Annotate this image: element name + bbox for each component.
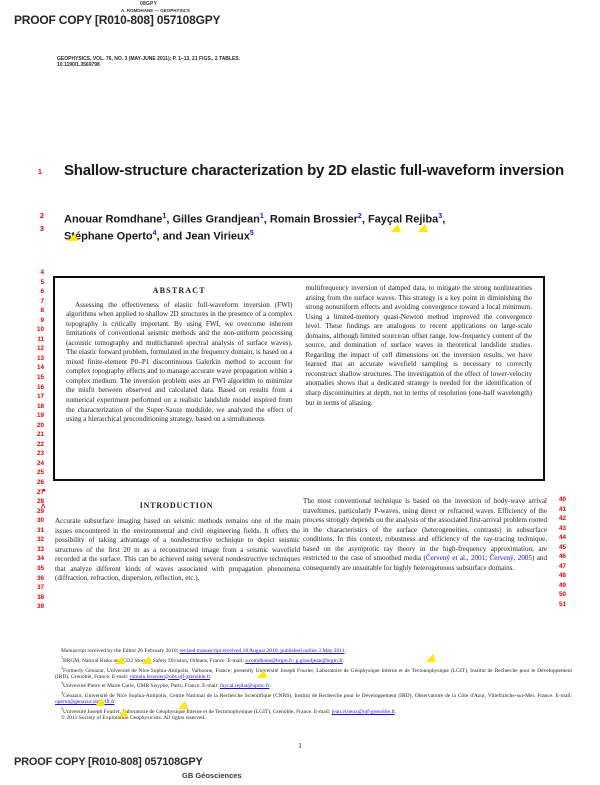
abstract-box: ABSTRACT Assessing the effectiveness of …	[53, 276, 545, 481]
footnotes-block: Manuscript received by the Editor 26 Feb…	[55, 648, 572, 722]
proof-tiny-stamp-2: A. ROMDHANE — GEOPHYSICS	[121, 8, 191, 13]
red-caret-icon: ●	[42, 487, 46, 494]
introduction-text-left: Accurate subsurface imaging based on sei…	[55, 517, 300, 583]
proof-tiny-stamp-1: 08GPY	[140, 1, 158, 7]
line-number-column-left: 4 5 6 7 8 9 10 11 12 13 14 15 16 17 18 19 20 21 22 23 24 25 26…	[36, 269, 44, 611]
author-name: Gilles Grandjean	[172, 213, 260, 226]
line-number-authors-2: 3	[40, 226, 44, 233]
red-caret-icon: ˆ	[387, 219, 390, 226]
author-name: Anouar Romdhane	[64, 213, 163, 226]
author-name: Fayçal Rejiba	[367, 213, 439, 226]
footnote-affiliation-5: 5Université Joseph Fourier, Laboratoire …	[61, 705, 397, 715]
annotation-flag-icon[interactable]	[426, 654, 436, 662]
citation-link[interactable]: Červený, 2005	[489, 554, 532, 563]
annotation-flag-icon[interactable]	[95, 698, 105, 706]
annotation-flag-icon[interactable]	[115, 656, 125, 664]
introduction-column-left: Accurate subsurface imaging based on sei…	[55, 517, 300, 584]
red-caret-icon: Λ	[41, 503, 46, 510]
footnote-affiliation-2: 2Formerly Géoazur, Université de Nice So…	[55, 664, 572, 680]
author-affiliation-superscript[interactable]: 5	[249, 230, 254, 238]
annotation-flag-icon[interactable]	[391, 224, 401, 232]
email-link[interactable]: a.romdhane@brgm.fr; g.grandjean@brgm.fr	[245, 657, 343, 664]
introduction-heading: INTRODUCTION	[139, 501, 214, 510]
abstract-column-right: multifrequency inversion of damped data,…	[306, 284, 533, 473]
journal-citation-line2: 10.1190/1.3569798	[57, 62, 100, 68]
abstract-text-right: multifrequency inversion of damped data,…	[305, 284, 533, 407]
author-affiliation-superscript[interactable]: 2	[357, 213, 362, 220]
author-name: Stéphane Operto	[64, 230, 153, 243]
email-link[interactable]: romain.brossier@obs.ujf-grenoble.fr	[129, 673, 211, 680]
proof-copy-header-stamp: PROOF COPY [R010-808] 057108GPY	[14, 13, 221, 27]
red-caret-icon: ˆ	[341, 218, 344, 225]
author-affiliation-superscript[interactable]: 1	[259, 213, 264, 220]
author-affiliation-superscript[interactable]: 1	[162, 213, 167, 220]
abstract-column-left: ABSTRACT Assessing the effectiveness of …	[66, 284, 293, 473]
citation-link[interactable]: Červený et al., 2001	[425, 554, 486, 563]
author-affiliation-superscript[interactable]: 4	[152, 230, 157, 238]
line-number-column-right: 40 41 42 43 44 45 46 47 48 49 50 51	[558, 496, 566, 609]
footnote-affiliation-1: 1BRGM, Natural Risks and CO2 Storage Saf…	[61, 654, 345, 664]
author-name: Jean Virieux	[185, 230, 250, 243]
email-link[interactable]: operto@geoazur.obs-vlfr.fr	[55, 699, 115, 706]
abstract-text-left: Assessing the effectiveness of elastic f…	[66, 300, 293, 424]
introduction-text-right-post: ) and consequently are unsuitable for hi…	[303, 554, 547, 572]
annotation-flag-icon[interactable]	[118, 709, 128, 717]
author-line-1: Anouar Romdhane1, Gilles Grandjean1, Rom…	[64, 213, 446, 226]
annotation-flag-icon[interactable]	[142, 656, 152, 664]
introduction-text-right: The most conventional technique is based…	[303, 497, 547, 563]
page-number: 1	[298, 741, 302, 750]
introduction-column-right: The most conventional technique is based…	[303, 497, 547, 572]
footnote-copyright: © 2011 Society of Exploration Geophysici…	[61, 714, 206, 721]
footnote-affiliation-4: 4Géoazur, Université de Nice Sophia-Anti…	[55, 690, 572, 706]
author-affiliation-superscript[interactable]: 3	[438, 213, 443, 220]
line-number-title: 1	[38, 169, 42, 176]
journal-citation-line1: GEOPHYSICS, VOL. 76, NO. 3 (MAY-JUNE 201…	[57, 56, 241, 62]
email-link[interactable]: jean.virieux@ujf-grenoble.fr	[331, 708, 395, 715]
footnote-manuscript-history: Manuscript received by the Editor 26 Feb…	[61, 648, 346, 654]
proof-copy-footer-stamp: PROOF COPY [R010-808] 057108GPY	[14, 756, 203, 768]
annotation-flag-icon[interactable]	[418, 224, 428, 232]
footnote-affiliation-3: 3Université Pierre et Marie Curie, UMR S…	[61, 680, 271, 690]
annotation-flag-icon[interactable]	[257, 670, 267, 678]
proof-footer-secondary-stamp: GB Géosciences	[182, 771, 242, 780]
journal-citation: GEOPHYSICS, VOL. 76, NO. 3 (MAY-JUNE 201…	[57, 56, 387, 68]
line-number-authors-1: 2	[40, 213, 44, 220]
abstract-heading: ABSTRACT	[152, 286, 206, 295]
tracked-change-link[interactable]: revised manuscript received 18 August 20…	[179, 648, 345, 654]
email-link[interactable]: faycal.rejiba@upmc.fr	[220, 683, 270, 690]
paper-title: Shallow-structure characterization by 2D…	[64, 162, 564, 179]
annotation-flag-icon[interactable]	[178, 701, 188, 709]
author-line-2: Stéphane Operto4, and Jean Virieux5	[64, 230, 254, 243]
author-byline: Anouar Romdhane1, Gilles Grandjean1, Rom…	[64, 210, 544, 244]
red-caret-icon: ˆ	[248, 218, 251, 225]
author-name: Romain Brossier	[269, 213, 358, 226]
annotation-flag-icon[interactable]	[68, 233, 78, 241]
